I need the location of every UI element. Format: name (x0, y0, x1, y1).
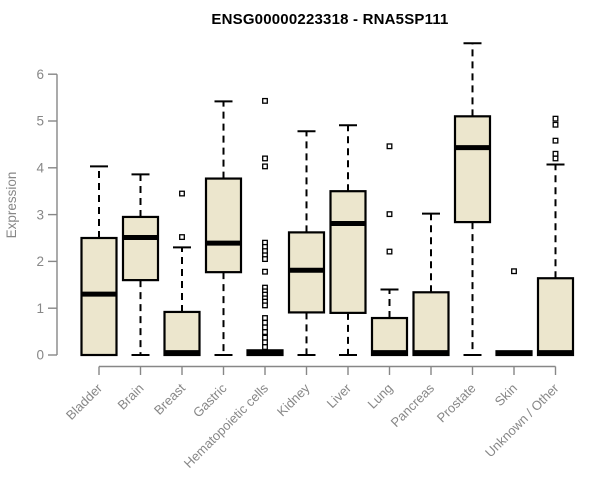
y-tick-label: 3 (36, 207, 44, 222)
iqr-box (370, 316, 409, 357)
box-group-gastric (204, 100, 243, 356)
iqr-box (453, 115, 492, 224)
outlier-point (262, 334, 268, 341)
outlier-point (262, 302, 268, 309)
outlier-point (511, 268, 517, 275)
outlier-point (552, 155, 559, 162)
outlier-point (262, 315, 268, 321)
box-group-kidney (287, 130, 326, 356)
y-tick-label: 1 (36, 301, 44, 316)
x-tick-label-liver: Liver (324, 380, 355, 411)
x-tick-label-gastric: Gastric (190, 380, 230, 420)
iqr-box (329, 190, 367, 314)
outlier-point (262, 344, 268, 350)
box-group-liver (329, 124, 367, 356)
outlier-point (262, 268, 268, 275)
outlier-point (552, 121, 559, 128)
y-tick-label: 6 (36, 67, 44, 82)
x-tick-label-skin: Skin (492, 381, 520, 409)
x-tick-label-prostate: Prostate (434, 381, 479, 426)
box-group-unknown-other (536, 115, 575, 357)
x-tick-label-brain: Brain (115, 381, 147, 413)
outlier-point (262, 163, 268, 170)
x-tick-label-kidney: Kidney (274, 380, 313, 419)
outlier-point (262, 97, 268, 104)
outlier-point (386, 143, 393, 150)
iqr-box (204, 177, 243, 274)
outlier-point (552, 150, 559, 157)
outlier-point (262, 339, 268, 346)
box-group-hematopoietic-cells (246, 97, 284, 357)
chart-title: ENSG00000223318 - RNA5SP111 (211, 11, 449, 28)
outlier-point (262, 319, 268, 326)
y-tick-label: 2 (36, 254, 44, 269)
box-group-skin (495, 268, 533, 357)
outlier-point (552, 115, 559, 122)
outlier-point (386, 211, 393, 218)
box-group-bladder (80, 165, 118, 357)
outlier-point (262, 329, 268, 336)
box-group-brain (121, 173, 160, 356)
box-group-breast (163, 190, 201, 357)
y-tick-label: 0 (36, 348, 44, 363)
outlier-point (386, 248, 393, 255)
outlier-point (262, 324, 268, 331)
y-tick-label: 5 (36, 114, 44, 129)
iqr-box (163, 310, 201, 357)
outlier-point (179, 234, 185, 241)
outlier-point (262, 256, 268, 263)
x-tick-label-pancreas: Pancreas (388, 380, 438, 430)
box-group-pancreas (412, 212, 450, 357)
outlier-point (552, 137, 559, 144)
outlier-point (179, 190, 185, 197)
x-tick-label-bladder: Bladder (63, 380, 106, 423)
outlier-point (262, 155, 268, 162)
iqr-box (412, 291, 450, 357)
box-group-lung (370, 143, 409, 357)
x-tick-label-breast: Breast (151, 380, 188, 417)
x-tick-label-lung: Lung (365, 381, 396, 412)
y-tick-label: 4 (36, 161, 44, 176)
iqr-box (536, 277, 575, 357)
x-tick-label-unknown-other: Unknown / Other (482, 380, 562, 460)
iqr-box (121, 215, 160, 282)
box-group-prostate (453, 42, 492, 356)
